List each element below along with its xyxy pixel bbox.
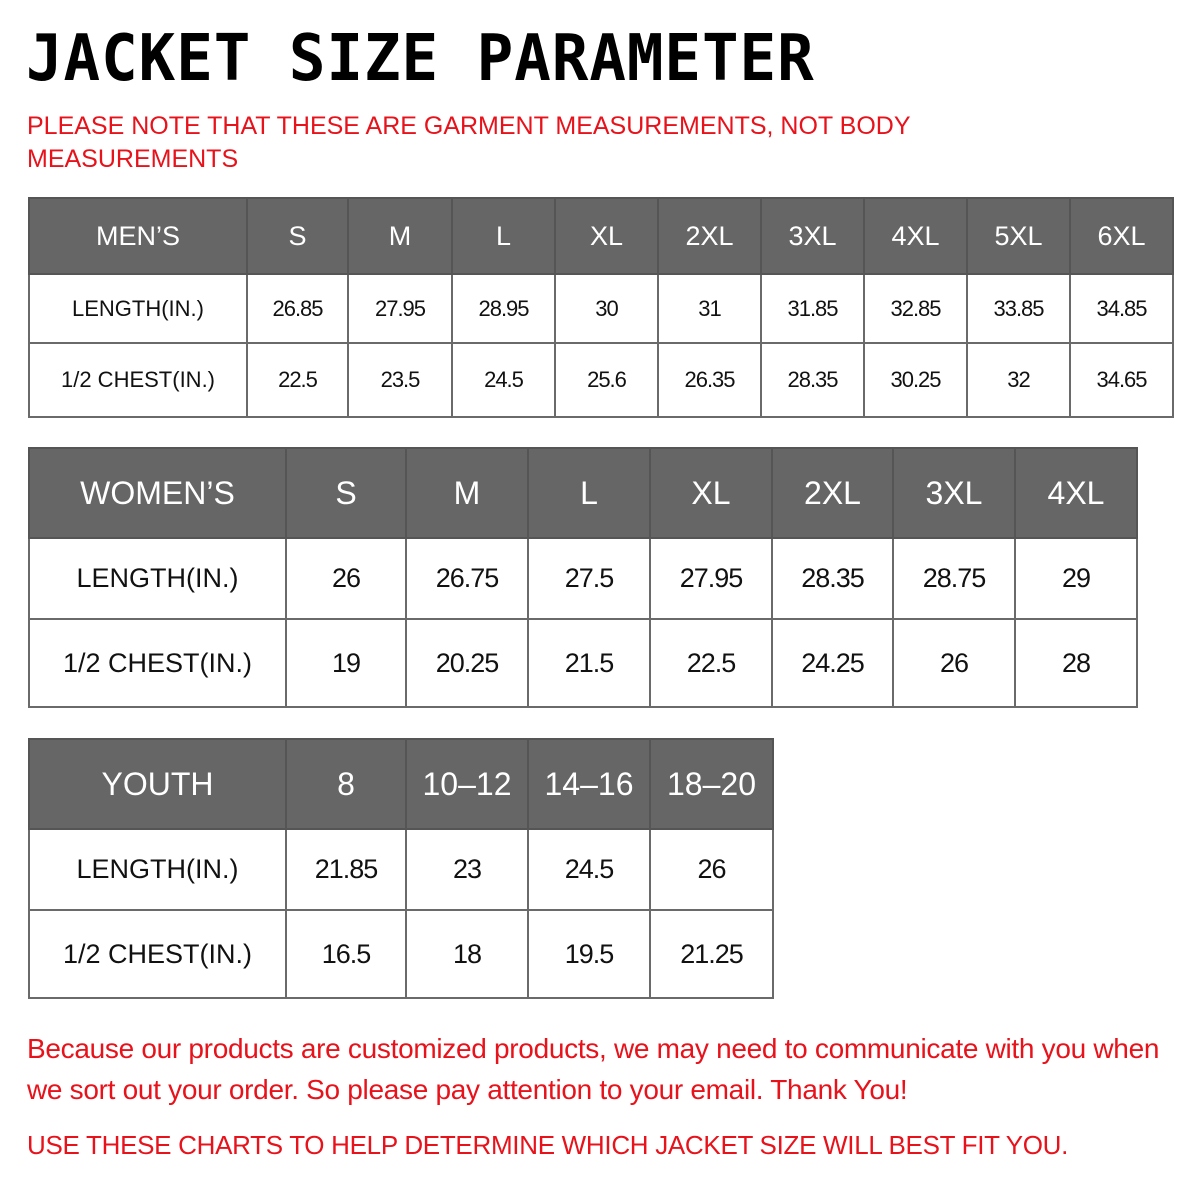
size-header: M bbox=[347, 197, 453, 275]
measurement-label: LENGTH(IN.) bbox=[28, 273, 248, 344]
customization-message: Because our products are customized prod… bbox=[27, 1033, 1160, 1105]
measurement-value: 21.5 bbox=[527, 618, 651, 708]
measurement-label: 1/2 CHEST(IN.) bbox=[28, 909, 287, 999]
size-header: 14–16 bbox=[527, 738, 651, 830]
category-header: YOUTH bbox=[28, 738, 287, 830]
measurement-value: 26 bbox=[892, 618, 1016, 708]
size-header: XL bbox=[649, 447, 773, 539]
measurement-value: 24.5 bbox=[451, 342, 556, 418]
measurement-value: 29 bbox=[1014, 537, 1138, 620]
youth-size-table: YOUTH 8 10–12 14–16 18–20 LENGTH(IN.) 21.85 23 2… bbox=[28, 738, 774, 999]
measurement-value: 26 bbox=[649, 828, 774, 911]
size-header: S bbox=[246, 197, 349, 275]
measurement-value: 32 bbox=[966, 342, 1071, 418]
table-row: LENGTH(IN.) 26.85 27.95 28.95 30 31 31.85 32.85… bbox=[28, 273, 1174, 344]
size-header: 2XL bbox=[657, 197, 762, 275]
table-row: 1/2 CHEST(IN.) 16.5 18 19.5 21.25 bbox=[28, 909, 774, 999]
measurement-value: 23 bbox=[405, 828, 529, 911]
measurement-label: 1/2 CHEST(IN.) bbox=[28, 618, 287, 708]
measurement-value: 21.25 bbox=[649, 909, 774, 999]
measurement-value: 22.5 bbox=[246, 342, 349, 418]
measurement-value: 19 bbox=[285, 618, 407, 708]
size-header: L bbox=[527, 447, 651, 539]
measurement-value: 26.75 bbox=[405, 537, 529, 620]
page-title: JACKET SIZE PARAMETER bbox=[26, 22, 815, 96]
measurement-value: 28 bbox=[1014, 618, 1138, 708]
measurement-value: 27.95 bbox=[649, 537, 773, 620]
measurement-value: 28.75 bbox=[892, 537, 1016, 620]
measurement-value: 19.5 bbox=[527, 909, 651, 999]
measurement-value: 30 bbox=[554, 273, 659, 344]
measurement-value: 30.25 bbox=[863, 342, 968, 418]
measurement-value: 22.5 bbox=[649, 618, 773, 708]
measurement-value: 28.95 bbox=[451, 273, 556, 344]
category-header: MEN’S bbox=[28, 197, 248, 275]
table-row: LENGTH(IN.) 26 26.75 27.5 27.95 28.35 28.75 29 bbox=[28, 537, 1138, 620]
measurement-value: 21.85 bbox=[285, 828, 407, 911]
measurement-value: 31 bbox=[657, 273, 762, 344]
size-header: 4XL bbox=[1014, 447, 1138, 539]
womens-size-table: WOMEN’S S M L XL 2XL 3XL 4XL LENGTH(IN.) 26 26.75 2… bbox=[28, 447, 1138, 708]
table-header-row: MEN’S S M L XL 2XL 3XL 4XL 5XL 6XL bbox=[28, 197, 1174, 275]
measurement-value: 32.85 bbox=[863, 273, 968, 344]
measurement-value: 34.85 bbox=[1069, 273, 1174, 344]
size-header: 4XL bbox=[863, 197, 968, 275]
measurement-value: 33.85 bbox=[966, 273, 1071, 344]
mens-size-table: MEN’S S M L XL 2XL 3XL 4XL 5XL 6XL LENGTH(IN.) 26.8… bbox=[28, 197, 1174, 418]
measurement-value: 28.35 bbox=[760, 342, 865, 418]
category-header: WOMEN’S bbox=[28, 447, 287, 539]
size-header: 10–12 bbox=[405, 738, 529, 830]
table-row: LENGTH(IN.) 21.85 23 24.5 26 bbox=[28, 828, 774, 911]
size-header: M bbox=[405, 447, 529, 539]
size-help-text: USE THESE CHARTS TO HELP DETERMINE WHICH… bbox=[27, 1130, 1069, 1160]
table-header-row: YOUTH 8 10–12 14–16 18–20 bbox=[28, 738, 774, 830]
measurement-note: PLEASE NOTE THAT THESE ARE GARMENT MEASU… bbox=[27, 112, 911, 173]
size-header: 6XL bbox=[1069, 197, 1174, 275]
size-header: L bbox=[451, 197, 556, 275]
table-header-row: WOMEN’S S M L XL 2XL 3XL 4XL bbox=[28, 447, 1138, 539]
size-header: 3XL bbox=[892, 447, 1016, 539]
measurement-value: 26.35 bbox=[657, 342, 762, 418]
measurement-value: 24.25 bbox=[771, 618, 894, 708]
measurement-value: 28.35 bbox=[771, 537, 894, 620]
measurement-value: 31.85 bbox=[760, 273, 865, 344]
size-header: XL bbox=[554, 197, 659, 275]
measurement-value: 25.6 bbox=[554, 342, 659, 418]
measurement-label: 1/2 CHEST(IN.) bbox=[28, 342, 248, 418]
measurement-value: 16.5 bbox=[285, 909, 407, 999]
measurement-value: 26.85 bbox=[246, 273, 349, 344]
size-header: 3XL bbox=[760, 197, 865, 275]
size-header: S bbox=[285, 447, 407, 539]
size-header: 8 bbox=[285, 738, 407, 830]
size-header: 18–20 bbox=[649, 738, 774, 830]
measurement-label: LENGTH(IN.) bbox=[28, 537, 287, 620]
table-row: 1/2 CHEST(IN.) 19 20.25 21.5 22.5 24.25 26 28 bbox=[28, 618, 1138, 708]
size-header: 2XL bbox=[771, 447, 894, 539]
size-header: 5XL bbox=[966, 197, 1071, 275]
measurement-value: 34.65 bbox=[1069, 342, 1174, 418]
table-row: 1/2 CHEST(IN.) 22.5 23.5 24.5 25.6 26.35 28.35… bbox=[28, 342, 1174, 418]
measurement-value: 23.5 bbox=[347, 342, 453, 418]
measurement-value: 27.95 bbox=[347, 273, 453, 344]
measurement-value: 18 bbox=[405, 909, 529, 999]
measurement-value: 27.5 bbox=[527, 537, 651, 620]
measurement-label: LENGTH(IN.) bbox=[28, 828, 287, 911]
measurement-value: 24.5 bbox=[527, 828, 651, 911]
measurement-value: 20.25 bbox=[405, 618, 529, 708]
measurement-value: 26 bbox=[285, 537, 407, 620]
